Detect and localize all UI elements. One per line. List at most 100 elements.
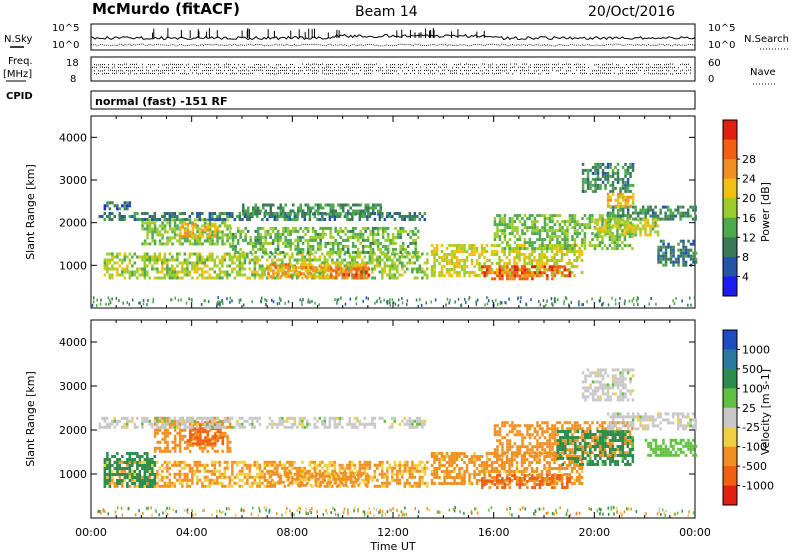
data-cell — [141, 218, 144, 221]
data-cell — [470, 271, 474, 274]
data-cell — [521, 229, 524, 233]
data-cell — [163, 276, 167, 280]
noise-cell — [464, 297, 466, 301]
data-cell — [515, 253, 519, 256]
data-cell — [373, 258, 377, 262]
data-cell — [259, 247, 262, 251]
data-cell — [189, 234, 192, 238]
freq-dot — [502, 70, 503, 72]
noise-cell — [389, 298, 391, 302]
noise-cell — [525, 302, 527, 306]
freq-dot — [240, 66, 241, 68]
data-cell — [128, 276, 132, 280]
freq-dot — [218, 66, 219, 68]
data-cell — [186, 270, 189, 274]
data-cell — [411, 215, 414, 218]
data-cell — [460, 268, 464, 271]
data-cell — [628, 232, 632, 236]
data-cell — [259, 226, 262, 230]
noise-cell — [591, 297, 593, 301]
freq-dot — [658, 64, 659, 65]
freq-dot — [580, 70, 581, 71]
freq-dot — [274, 73, 275, 75]
data-cell — [453, 244, 456, 247]
data-cell — [631, 227, 635, 231]
data-cell — [619, 192, 622, 196]
data-cell — [303, 255, 307, 259]
data-cell — [546, 274, 549, 278]
data-cell — [609, 183, 612, 187]
freq-dot — [492, 63, 493, 65]
data-cell — [183, 258, 187, 262]
freq-dot — [178, 66, 179, 68]
data-cell — [366, 463, 369, 467]
data-cell — [289, 209, 292, 213]
data-cell — [523, 259, 526, 262]
freq-dot — [560, 67, 561, 69]
data-cell — [236, 460, 239, 464]
data-cell — [488, 259, 491, 262]
data-cell — [518, 277, 522, 281]
data-cell — [634, 208, 637, 212]
data-cell — [193, 469, 197, 473]
data-cell — [128, 201, 132, 205]
data-cell — [603, 244, 607, 248]
freq-dot — [272, 66, 273, 68]
data-cell — [234, 232, 237, 236]
data-cell — [193, 252, 197, 256]
freq-dot — [142, 63, 143, 65]
data-cell — [681, 211, 685, 215]
data-cell — [113, 481, 117, 485]
data-cell — [496, 232, 499, 236]
data-cell — [666, 217, 670, 221]
data-cell — [356, 469, 359, 473]
data-cell — [371, 247, 375, 251]
data-cell — [619, 208, 622, 212]
data-cell — [367, 275, 370, 279]
data-cell — [258, 267, 262, 271]
data-cell — [445, 247, 449, 250]
data-cell — [198, 267, 202, 271]
data-cell — [508, 220, 512, 224]
data-cell — [221, 242, 224, 246]
noise-cell — [180, 298, 182, 302]
data-cell — [393, 261, 397, 265]
data-cell — [329, 206, 332, 210]
data-cell — [631, 211, 635, 215]
data-cell — [687, 254, 690, 258]
noise-cell — [520, 296, 522, 300]
data-cell — [181, 460, 184, 464]
data-cell — [351, 235, 355, 239]
data-cell — [478, 274, 481, 277]
freq-dot — [146, 69, 147, 71]
data-cell — [426, 276, 429, 280]
data-cell — [208, 239, 212, 243]
data-cell — [423, 261, 427, 265]
data-cell — [204, 228, 207, 232]
data-cell — [248, 463, 252, 467]
data-cell — [211, 252, 214, 256]
data-cell — [276, 232, 280, 236]
data-cell — [433, 250, 436, 253]
data-cell — [621, 247, 624, 251]
data-cell — [276, 252, 279, 256]
data-cell — [178, 276, 182, 280]
freq-dot — [516, 69, 517, 71]
data-cell — [198, 460, 202, 464]
data-cell — [218, 472, 222, 476]
data-cell — [528, 253, 531, 256]
data-cell — [368, 215, 372, 218]
freq-dot — [440, 73, 441, 75]
data-cell — [161, 469, 164, 473]
data-cell — [256, 475, 259, 479]
data-cell — [294, 272, 298, 276]
data-cell — [126, 264, 129, 268]
data-cell — [279, 232, 282, 236]
noise-cell — [138, 301, 140, 305]
data-cell — [116, 207, 119, 211]
data-cell — [619, 177, 622, 181]
data-cell — [327, 203, 330, 207]
data-cell — [173, 233, 177, 237]
freq-dot — [294, 73, 295, 75]
freq-dot — [162, 64, 163, 66]
